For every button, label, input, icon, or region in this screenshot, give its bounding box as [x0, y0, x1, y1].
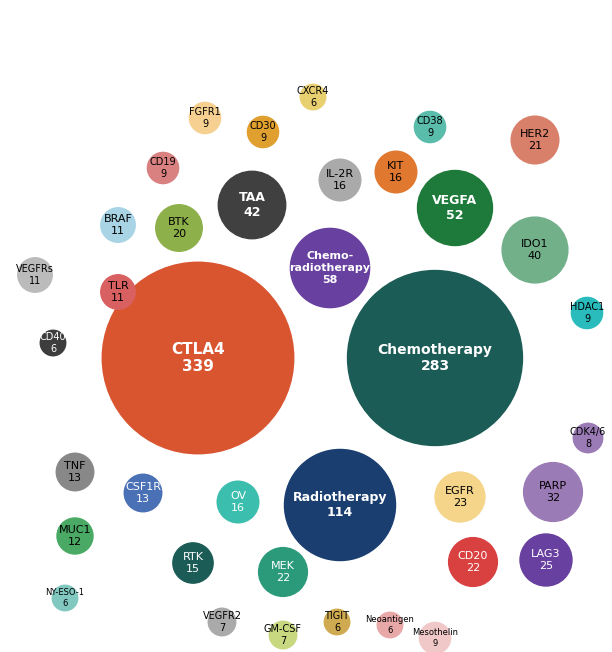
Text: IL-2R
16: IL-2R 16	[326, 170, 354, 191]
Text: FGFR1
9: FGFR1 9	[189, 107, 221, 129]
Circle shape	[208, 608, 236, 636]
Circle shape	[218, 171, 286, 239]
Circle shape	[147, 153, 179, 184]
Circle shape	[269, 621, 297, 649]
Circle shape	[57, 518, 93, 554]
Text: VEGFR2
7: VEGFR2 7	[203, 611, 242, 633]
Text: VEGFRs
11: VEGFRs 11	[16, 264, 54, 286]
Circle shape	[217, 481, 259, 523]
Text: Chemotherapy
283: Chemotherapy 283	[378, 343, 493, 373]
Text: Radiotherapy
114: Radiotherapy 114	[293, 491, 387, 519]
Circle shape	[377, 612, 403, 638]
Text: CTLA4
339: CTLA4 339	[171, 342, 225, 374]
Circle shape	[572, 297, 603, 329]
Circle shape	[173, 543, 213, 583]
Text: CD38
9: CD38 9	[417, 116, 443, 138]
Circle shape	[502, 217, 568, 283]
Circle shape	[291, 228, 370, 308]
Circle shape	[319, 159, 361, 201]
Circle shape	[155, 205, 202, 251]
Circle shape	[511, 116, 559, 164]
Circle shape	[56, 453, 94, 491]
Circle shape	[259, 548, 307, 597]
Circle shape	[40, 331, 65, 356]
Circle shape	[101, 274, 135, 309]
Text: EGFR
23: EGFR 23	[445, 486, 475, 508]
Text: CDK4/6
8: CDK4/6 8	[570, 427, 606, 449]
Circle shape	[524, 462, 583, 522]
Circle shape	[435, 472, 485, 522]
Text: TIGIT
6: TIGIT 6	[324, 611, 349, 633]
Text: CD40
6: CD40 6	[40, 333, 66, 354]
Text: TLR
11: TLR 11	[108, 281, 129, 303]
Circle shape	[348, 271, 523, 445]
Circle shape	[449, 538, 498, 586]
Text: CSF1R
13: CSF1R 13	[125, 482, 161, 504]
Circle shape	[124, 474, 162, 512]
Circle shape	[520, 534, 572, 586]
Circle shape	[300, 84, 326, 110]
Circle shape	[189, 102, 220, 134]
Text: LAG3
25: LAG3 25	[531, 549, 561, 570]
Circle shape	[573, 423, 603, 452]
Text: IDO1
40: IDO1 40	[521, 239, 549, 261]
Circle shape	[247, 117, 278, 147]
Text: NY-ESO-1
6: NY-ESO-1 6	[45, 588, 84, 608]
Circle shape	[52, 585, 78, 611]
Text: TNF
13: TNF 13	[64, 461, 86, 482]
Text: HDAC1
9: HDAC1 9	[570, 302, 604, 324]
Text: Chemo-
radiotherapy
58: Chemo- radiotherapy 58	[289, 252, 370, 285]
Text: OV
16: OV 16	[230, 491, 246, 513]
Text: CD30
9: CD30 9	[250, 121, 276, 143]
Text: MEK
22: MEK 22	[271, 561, 295, 583]
Text: CD20
22: CD20 22	[458, 551, 488, 573]
Text: BTK
20: BTK 20	[168, 217, 190, 239]
Text: RTK
15: RTK 15	[182, 552, 204, 574]
Text: TAA
42: TAA 42	[239, 191, 266, 219]
Text: Mesothelin
9: Mesothelin 9	[412, 629, 458, 647]
Text: Neoantigen
6: Neoantigen 6	[365, 615, 414, 634]
Circle shape	[285, 449, 395, 561]
Text: CD19
9: CD19 9	[150, 157, 176, 179]
Circle shape	[414, 111, 446, 143]
Text: GM-CSF
7: GM-CSF 7	[264, 624, 302, 645]
Circle shape	[375, 151, 417, 193]
Text: HER2
21: HER2 21	[520, 129, 550, 151]
Text: KIT
16: KIT 16	[387, 161, 405, 183]
Circle shape	[18, 258, 52, 292]
Text: MUC1
12: MUC1 12	[59, 526, 91, 547]
Text: BRAF
11: BRAF 11	[103, 215, 132, 236]
Circle shape	[417, 171, 493, 246]
Text: VEGFA
52: VEGFA 52	[433, 194, 477, 222]
Circle shape	[102, 262, 294, 454]
Text: PARP
32: PARP 32	[539, 481, 567, 503]
Circle shape	[101, 208, 135, 243]
Circle shape	[324, 609, 349, 635]
Circle shape	[419, 623, 450, 652]
Text: CXCR4
6: CXCR4 6	[297, 86, 329, 108]
